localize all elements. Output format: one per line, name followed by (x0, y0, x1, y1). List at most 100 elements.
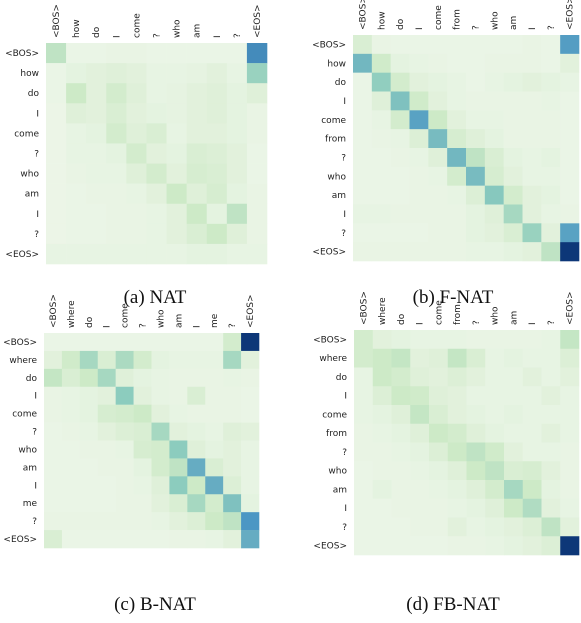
heatmap-cell (97, 350, 116, 370)
heatmap-cell (61, 440, 81, 459)
heatmap-cell (46, 163, 67, 184)
heatmap-cell (86, 43, 107, 64)
heatmap-cell (97, 458, 116, 477)
heatmap-cell (428, 72, 448, 92)
heatmap-cell (560, 204, 580, 224)
heatmap-cell (354, 348, 374, 368)
heatmap-cell (390, 35, 410, 55)
heatmap-cell (372, 517, 392, 537)
heatmap-cell (86, 123, 107, 144)
heatmap-cell (504, 461, 524, 481)
heatmap-cell (560, 91, 580, 111)
heatmap-cell (226, 163, 248, 184)
heatmap-cell (429, 405, 449, 425)
column-tick-label: am (509, 16, 519, 30)
heatmap-cell (86, 243, 107, 265)
heatmap-cell (187, 422, 206, 441)
heatmap-cell (44, 368, 63, 388)
heatmap-cell (169, 530, 188, 549)
row-tick-label: <BOS> (3, 338, 37, 348)
row-tick-label: <EOS> (313, 542, 347, 552)
row-tick-label: <BOS> (312, 40, 346, 50)
heatmap-cell (223, 422, 242, 441)
heatmap-cell (205, 494, 224, 513)
heatmap-cell (79, 458, 99, 477)
row-tick-label: <EOS> (3, 535, 37, 545)
heatmap-cell (169, 494, 188, 513)
heatmap-cell (447, 91, 467, 111)
heatmap-cell (353, 35, 373, 55)
heatmap-cell (126, 243, 147, 265)
heatmap-cell (115, 458, 134, 477)
row-tick-label: how (327, 59, 346, 69)
heatmap-cell (390, 148, 410, 168)
heatmap-cell (241, 386, 260, 405)
heatmap-cell (79, 476, 99, 495)
heatmap-cell (61, 422, 81, 441)
heatmap-cell (146, 43, 167, 64)
heatmap-cell (410, 330, 430, 350)
heatmap-cell (466, 110, 486, 130)
column-tick-label: where (67, 300, 77, 328)
heatmap-cell (61, 386, 81, 405)
heatmap-cell (226, 63, 248, 84)
heatmap-cell (205, 530, 224, 549)
heatmap-cell (522, 53, 542, 73)
heatmap-cell (166, 43, 187, 64)
heatmap-cell (522, 423, 542, 443)
heatmap-cell (206, 43, 228, 64)
heatmap-cell (522, 204, 542, 224)
heatmap-cell (466, 517, 486, 537)
row-tick-label: ? (342, 448, 347, 458)
heatmap-cell (391, 348, 411, 368)
heatmap-cell (354, 330, 374, 350)
row-tick-label: how (20, 69, 39, 79)
heatmap-cell (97, 386, 116, 405)
heatmap-cell (390, 166, 410, 186)
heatmap-cell (485, 536, 505, 556)
heatmap-cell (560, 461, 580, 481)
column-tick-label: ? (547, 25, 557, 30)
heatmap-cell (541, 423, 561, 443)
heatmap-cell (151, 494, 170, 513)
heatmap-cell (246, 223, 268, 245)
heatmap-cell (447, 405, 467, 425)
heatmap-cell (223, 440, 242, 459)
column-tick-label: do (92, 26, 102, 38)
heatmap-cell (205, 386, 224, 405)
heatmap-cell (560, 367, 580, 387)
heatmap-cell (466, 204, 486, 224)
heatmap-cell (522, 91, 542, 111)
heatmap-cell (66, 243, 87, 265)
row-tick-label: I (343, 210, 346, 220)
column-tick-label: who (173, 19, 183, 38)
heatmap-cell (560, 223, 580, 243)
heatmap-cell (522, 442, 542, 462)
heatmap-cell (133, 512, 152, 531)
heatmap-cell (541, 498, 561, 518)
heatmap-cell (354, 536, 374, 556)
heatmap-cell (97, 494, 116, 513)
heatmap-cell (353, 129, 373, 149)
heatmap-cell (560, 166, 580, 186)
heatmap-cell (410, 517, 430, 537)
column-tick-label: from (453, 304, 463, 325)
column-tick-label: ? (228, 323, 238, 328)
heatmap-cell (503, 166, 523, 186)
heatmap-cell (560, 35, 580, 55)
heatmap-cell (226, 43, 248, 64)
heatmap-cell (226, 183, 248, 205)
heatmap-cell (205, 476, 224, 495)
heatmap-cell (391, 423, 411, 443)
heatmap-cell (390, 91, 410, 111)
heatmap-cell (409, 223, 429, 243)
heatmap-cell (106, 163, 127, 184)
heatmap-cell (485, 367, 505, 387)
heatmap-cell (485, 386, 505, 406)
row-tick-label: am (333, 485, 347, 495)
column-tick-label: where (378, 297, 388, 325)
heatmap-cell (169, 458, 188, 477)
heatmap-cell (151, 350, 170, 370)
heatmap-cell (66, 223, 87, 245)
